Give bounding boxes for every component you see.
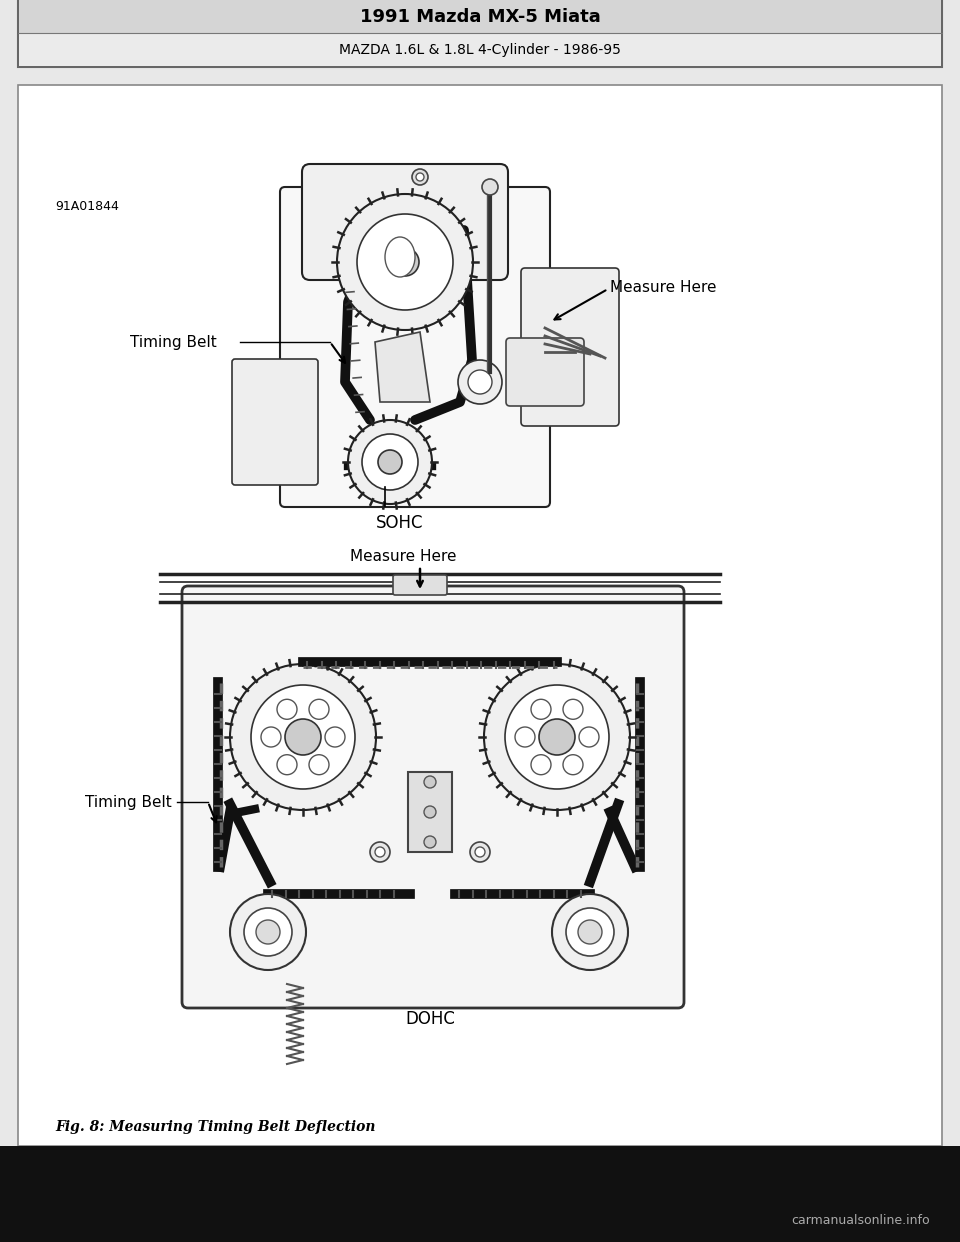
- FancyBboxPatch shape: [280, 188, 550, 507]
- Text: DOHC: DOHC: [405, 1010, 455, 1028]
- Circle shape: [416, 173, 424, 181]
- Circle shape: [482, 179, 498, 195]
- Ellipse shape: [385, 237, 415, 277]
- Text: 1991 Mazda MX-5 Miata: 1991 Mazda MX-5 Miata: [360, 7, 600, 26]
- Circle shape: [309, 699, 329, 719]
- Circle shape: [424, 836, 436, 848]
- Circle shape: [566, 908, 614, 956]
- Bar: [18, 0, 942, 67]
- Circle shape: [285, 719, 321, 755]
- Circle shape: [539, 719, 575, 755]
- Circle shape: [230, 664, 376, 810]
- Circle shape: [484, 664, 630, 810]
- Circle shape: [515, 727, 535, 746]
- Circle shape: [552, 894, 628, 970]
- Circle shape: [309, 755, 329, 775]
- Circle shape: [531, 755, 551, 775]
- Circle shape: [261, 727, 281, 746]
- Text: MAZDA 1.6L & 1.8L 4-Cylinder - 1986-95: MAZDA 1.6L & 1.8L 4-Cylinder - 1986-95: [339, 43, 621, 57]
- Text: Fig. 8: Measuring Timing Belt Deflection: Fig. 8: Measuring Timing Belt Deflection: [55, 1120, 375, 1134]
- Circle shape: [563, 755, 583, 775]
- Circle shape: [357, 214, 453, 310]
- Bar: [18, 84, 942, 1146]
- Circle shape: [458, 360, 502, 404]
- Text: Measure Here: Measure Here: [610, 279, 716, 294]
- Circle shape: [230, 894, 306, 970]
- Circle shape: [325, 727, 345, 746]
- Text: SOHC: SOHC: [376, 514, 423, 532]
- FancyBboxPatch shape: [182, 586, 684, 1009]
- Circle shape: [378, 450, 402, 474]
- Circle shape: [579, 727, 599, 746]
- FancyBboxPatch shape: [232, 359, 318, 484]
- Text: carmanualsonline.info: carmanualsonline.info: [791, 1213, 930, 1227]
- Circle shape: [563, 699, 583, 719]
- Circle shape: [468, 370, 492, 394]
- Circle shape: [470, 842, 490, 862]
- Circle shape: [277, 699, 297, 719]
- Circle shape: [578, 920, 602, 944]
- Circle shape: [505, 686, 609, 789]
- Circle shape: [412, 169, 428, 185]
- Text: Timing Belt: Timing Belt: [130, 334, 217, 349]
- Text: 91A01844: 91A01844: [55, 200, 119, 214]
- Circle shape: [424, 776, 436, 787]
- FancyBboxPatch shape: [521, 268, 619, 426]
- Bar: [19, 34, 941, 66]
- Circle shape: [375, 847, 385, 857]
- Circle shape: [424, 806, 436, 818]
- Circle shape: [391, 248, 419, 276]
- Bar: [0, 1146, 960, 1242]
- Polygon shape: [375, 332, 430, 402]
- Circle shape: [256, 920, 280, 944]
- Circle shape: [251, 686, 355, 789]
- Bar: [19, 0, 941, 34]
- Circle shape: [475, 847, 485, 857]
- Bar: [408, 773, 452, 852]
- Circle shape: [362, 433, 418, 491]
- Circle shape: [531, 699, 551, 719]
- Text: Measure Here: Measure Here: [350, 549, 457, 564]
- Circle shape: [244, 908, 292, 956]
- Circle shape: [277, 755, 297, 775]
- FancyBboxPatch shape: [302, 164, 508, 279]
- Circle shape: [348, 420, 432, 504]
- FancyBboxPatch shape: [506, 338, 584, 406]
- Circle shape: [337, 194, 473, 330]
- Text: Timing Belt: Timing Belt: [85, 795, 172, 810]
- Circle shape: [370, 842, 390, 862]
- FancyBboxPatch shape: [393, 575, 447, 595]
